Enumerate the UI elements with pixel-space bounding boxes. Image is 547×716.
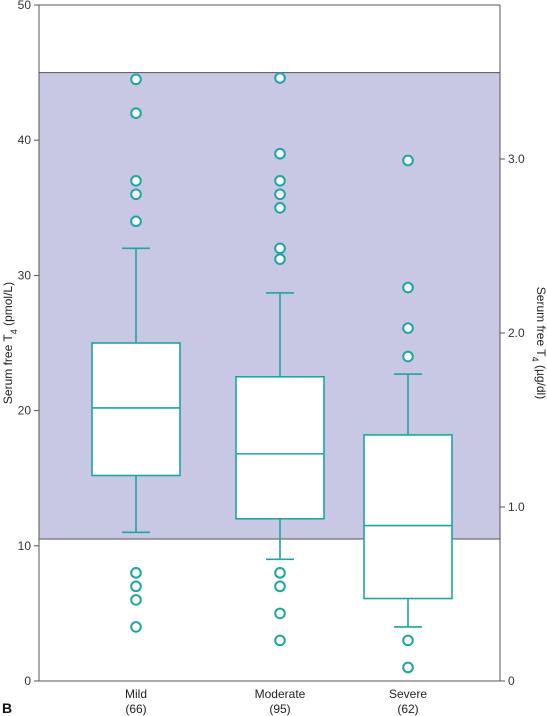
panel-letter: B <box>2 700 12 716</box>
category-count: (66) <box>125 702 146 716</box>
outlier-point <box>130 215 142 228</box>
right-y-tick-label: 0 <box>508 674 515 688</box>
box-group-severe <box>363 154 453 674</box>
outlier-point <box>274 202 286 214</box>
outlier-point <box>274 253 286 265</box>
left-y-tick-label: 0 <box>24 674 31 688</box>
outlier-point <box>274 607 286 620</box>
iqr-box <box>235 375 325 520</box>
outlier-point <box>274 188 286 201</box>
category-count: (95) <box>269 702 290 716</box>
outlier-point <box>274 580 286 593</box>
outlier-point <box>274 147 286 160</box>
outlier-point <box>130 174 142 187</box>
iqr-box <box>91 342 181 477</box>
left-y-tick-label: 40 <box>18 133 32 147</box>
right-y-ticks: 0 1.0 2.0 3.0 <box>500 152 525 688</box>
outlier-point <box>130 107 142 119</box>
outlier-point <box>274 174 286 187</box>
right-y-tick-label: 2.0 <box>508 326 525 340</box>
category-label: Moderate <box>255 687 306 701</box>
outlier-point <box>274 242 286 255</box>
left-y-tick-label: 50 <box>18 0 32 12</box>
outlier-point <box>274 72 286 84</box>
category-labels: Mild(66) Moderate(95) Severe(62) <box>125 687 427 716</box>
category-label: Mild <box>125 687 147 701</box>
box-group-mild <box>91 73 181 633</box>
box-group-moderate <box>235 72 325 647</box>
outlier-point <box>402 350 414 363</box>
outlier-point <box>130 73 142 86</box>
left-y-axis-label: Serum free T4 (pmol/L) <box>1 282 19 404</box>
outlier-point <box>130 594 142 606</box>
outlier-point <box>274 634 286 647</box>
box-series <box>91 72 453 674</box>
outlier-point <box>130 621 142 633</box>
left-y-tick-label: 30 <box>18 268 32 282</box>
outlier-point <box>402 154 414 167</box>
category-count: (62) <box>397 702 418 716</box>
outlier-point <box>130 188 142 201</box>
left-y-ticks: 0 10 20 30 40 50 <box>18 0 39 688</box>
left-y-tick-label: 10 <box>18 539 32 553</box>
right-y-tick-label: 3.0 <box>508 152 525 166</box>
right-y-tick-label: 1.0 <box>508 500 525 514</box>
outlier-point <box>402 634 414 647</box>
outlier-point <box>402 281 414 294</box>
category-label: Severe <box>389 687 427 701</box>
iqr-box <box>363 434 453 600</box>
outlier-point <box>130 580 142 593</box>
outlier-point <box>130 567 142 579</box>
right-y-axis-label: Serum free T4 (µg/dl) <box>530 287 547 399</box>
outlier-point <box>402 322 414 334</box>
outlier-point <box>274 567 286 579</box>
outlier-point <box>402 661 414 674</box>
left-y-tick-label: 20 <box>18 404 32 418</box>
